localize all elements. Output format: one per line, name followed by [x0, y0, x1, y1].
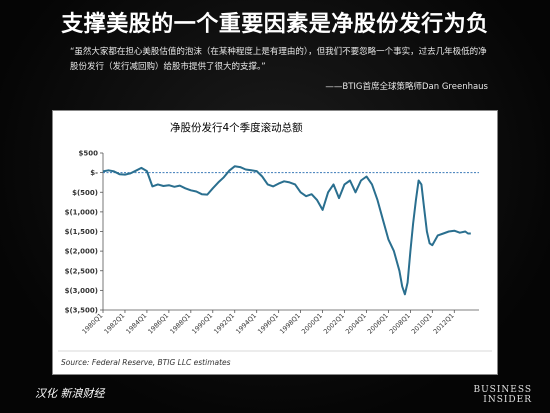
y-tick-label: $(1,000) [65, 208, 98, 216]
x-tick-label: 1986Q1 [146, 312, 170, 336]
y-tick-label: $- [90, 169, 98, 177]
y-tick-label: $(500) [72, 189, 98, 197]
y-axis: $500 $- $(500) $(1,000) $(1,500) $(2,000) $(2,… [65, 150, 104, 315]
y-tick-label: $(3,000) [65, 287, 98, 295]
footer-credit: 汉化 新浪财经 [35, 387, 105, 400]
x-tick-label: 1980Q1 [81, 312, 105, 336]
x-tick-label: 2008Q1 [388, 312, 412, 336]
y-tick-label: $(3,500) [65, 307, 98, 315]
quote-author: ——BTIG首席全球策略师Dan Greenhaus [325, 82, 488, 92]
plot-area [102, 165, 479, 296]
slide-title: 支撑美股的一个重要因素是净股份发行为负 [61, 12, 489, 37]
x-tick-label: 1994Q1 [234, 312, 258, 336]
x-tick-label: 1988Q1 [168, 312, 192, 336]
chart-panel: 净股份发行4个季度滚动总额 $500 $- $(500) $(1,000) $(1,50… [52, 110, 498, 375]
chart-title: 净股份发行4个季度滚动总额 [170, 121, 303, 134]
x-tick-label: 2004Q1 [344, 312, 368, 336]
chart-source: Source: Federal Reserve, BTIG LLC estima… [61, 358, 231, 367]
x-axis: 1980Q11982Q11984Q11986Q11988Q11990Q11992… [81, 309, 479, 336]
brand-logo: BUSINESS INSIDER [473, 385, 532, 405]
x-tick-label: 1982Q1 [102, 312, 126, 336]
quote-text: “虽然大家都在担心美股估值的泡沫（在某种程度上是有理由的），但我们不要忽略一个事… [70, 47, 487, 72]
x-tick-label: 1984Q1 [124, 312, 148, 336]
x-tick-label: 1996Q1 [256, 312, 280, 336]
x-tick-label: 1992Q1 [212, 312, 236, 336]
series-line [102, 165, 471, 296]
y-tick-label: $500 [79, 150, 99, 158]
y-tick-label: $(2,000) [65, 248, 98, 256]
x-tick-label: 2000Q1 [300, 312, 324, 336]
brand-line-2: INSIDER [483, 395, 532, 405]
y-tick-label: $(1,500) [65, 228, 98, 236]
x-tick-label: 1998Q1 [278, 312, 302, 336]
x-tick-label: 2012Q1 [432, 312, 456, 336]
x-tick-label: 2010Q1 [410, 312, 434, 336]
brand-line-1: BUSINESS [473, 385, 532, 395]
y-tick-label: $(2,500) [65, 267, 98, 275]
x-tick-label: 1990Q1 [190, 312, 214, 336]
x-tick-label: 2006Q1 [366, 312, 390, 336]
line-chart: 净股份发行4个季度滚动总额 $500 $- $(500) $(1,000) $(1,50… [58, 121, 492, 367]
x-tick-label: 2002Q1 [322, 312, 346, 336]
